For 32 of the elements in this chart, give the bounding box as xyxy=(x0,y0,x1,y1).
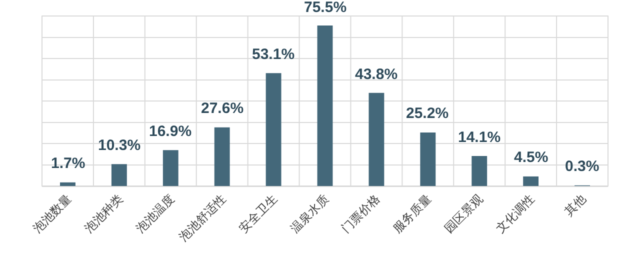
bar xyxy=(111,164,127,186)
data-label: 4.5% xyxy=(514,149,548,166)
data-label: 27.6% xyxy=(201,100,244,117)
x-tick-label: 温泉水质 xyxy=(288,192,332,236)
x-tick-label: 泡池数量 xyxy=(30,192,74,236)
data-label: 1.7% xyxy=(51,155,86,172)
x-tick-label: 门票价格 xyxy=(338,192,383,236)
x-tick-label: 泡池种类 xyxy=(82,192,126,236)
x-tick-label: 文化调性 xyxy=(493,192,538,236)
x-tick-label: 园区景观 xyxy=(442,192,486,236)
bar xyxy=(266,73,282,186)
bar xyxy=(368,92,384,186)
data-label: 43.8% xyxy=(355,66,398,83)
data-label: 53.1% xyxy=(252,46,295,63)
bar xyxy=(523,176,539,186)
bar xyxy=(60,182,76,186)
x-tick-label: 泡池温度 xyxy=(133,192,178,236)
data-label: 75.5% xyxy=(304,0,347,16)
x-tick-label: 泡池舒适性 xyxy=(176,192,228,244)
data-label: 16.9% xyxy=(149,123,192,140)
x-tick-label: 其他 xyxy=(562,192,589,219)
bar xyxy=(317,26,333,186)
data-label: 10.3% xyxy=(98,137,141,154)
data-label: 14.1% xyxy=(458,129,501,146)
bar xyxy=(162,150,178,186)
x-tick-label: 服务质量 xyxy=(390,192,434,236)
bar xyxy=(214,127,230,186)
bar xyxy=(420,132,436,186)
data-label: 0.3% xyxy=(565,158,600,175)
x-tick-label: 安全卫生 xyxy=(236,192,280,236)
bar xyxy=(472,156,488,186)
data-label: 25.2% xyxy=(406,105,449,122)
